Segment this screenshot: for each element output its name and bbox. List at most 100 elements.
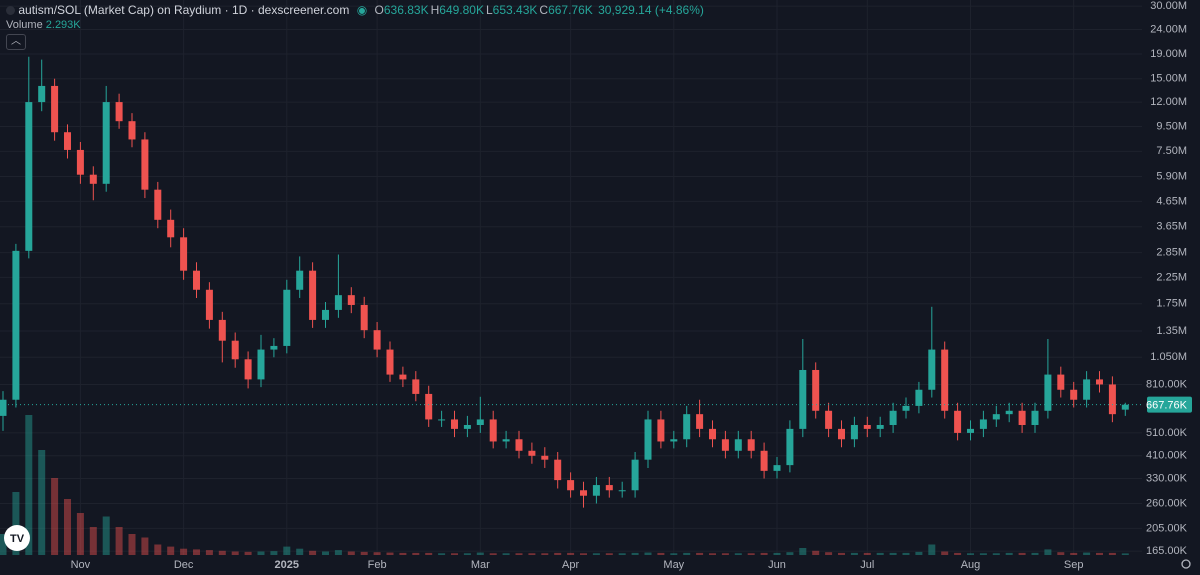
- volume-bar: [218, 550, 226, 555]
- candle-body: [334, 295, 342, 310]
- y-tick-label: 260.00K: [1146, 497, 1188, 509]
- volume-bar: [399, 552, 407, 555]
- volume-bar: [554, 552, 562, 555]
- candle-body: [296, 270, 304, 290]
- volume-bar: [670, 553, 678, 555]
- volume-bar: [747, 553, 755, 555]
- candle-body: [721, 439, 729, 451]
- volume-bar: [889, 552, 897, 555]
- candle-body: [786, 428, 794, 466]
- candle-body: [231, 340, 239, 360]
- candle-body: [709, 428, 716, 440]
- candle-body: [528, 450, 536, 456]
- grid-layer: [0, 0, 1142, 555]
- candle-body: [618, 490, 626, 492]
- candle-body: [863, 425, 871, 429]
- volume-bar: [734, 553, 742, 555]
- volume-bar: [954, 552, 962, 555]
- last-price-box: [1147, 396, 1192, 413]
- candle-body: [64, 132, 71, 150]
- candle-body: [244, 359, 252, 380]
- candle-body: [218, 319, 226, 341]
- volume-bar: [89, 527, 97, 555]
- candle-body: [167, 219, 175, 238]
- candle-body: [657, 419, 665, 442]
- volume-bar: [1096, 552, 1103, 555]
- y-tick-label: 19.00M: [1150, 48, 1187, 60]
- volume-bar: [631, 552, 639, 555]
- candle-body: [502, 439, 510, 442]
- volume-bar: [115, 527, 123, 555]
- candle-body: [205, 289, 213, 320]
- candle-body: [1121, 404, 1129, 410]
- candle-body: [463, 425, 471, 429]
- volume-bar: [425, 552, 433, 555]
- candle-body: [1057, 374, 1065, 390]
- volume-bar: [193, 549, 200, 555]
- volume-bar: [1018, 552, 1026, 555]
- candle-body: [51, 85, 59, 133]
- candle-body: [102, 102, 110, 184]
- candle-body: [412, 379, 420, 394]
- x-tick-label: Jul: [860, 559, 874, 571]
- volume-bar: [51, 478, 59, 555]
- volume-bar: [386, 552, 394, 555]
- x-tick-label: Apr: [562, 559, 579, 571]
- volume-bar: [1005, 552, 1013, 555]
- candle-body: [283, 289, 291, 346]
- settings-icon[interactable]: [1181, 559, 1191, 569]
- svg-text:TV: TV: [10, 533, 25, 545]
- volume-bar: [180, 548, 188, 555]
- volume-bar: [902, 552, 910, 555]
- volume-bar: [1083, 552, 1091, 555]
- candle-body: [554, 459, 562, 481]
- volume-bar: [373, 552, 381, 555]
- candle-layer: [0, 56, 1129, 508]
- candle-body: [1108, 384, 1116, 415]
- volume-bar: [167, 546, 175, 555]
- candle-body: [734, 439, 742, 451]
- volume-bar: [438, 553, 446, 555]
- volume-bar: [1121, 553, 1129, 555]
- candle-body: [760, 450, 768, 471]
- candle-body: [309, 270, 317, 320]
- candle-body: [476, 419, 484, 426]
- volume-bar: [592, 553, 600, 555]
- candle-body: [38, 85, 46, 103]
- candle-body: [489, 419, 497, 442]
- candle-body: [850, 425, 858, 440]
- y-tick-label: 15.00M: [1150, 73, 1187, 85]
- y-tick-label: 510.00K: [1146, 427, 1188, 439]
- volume-bar: [322, 551, 329, 555]
- volume-bar: [154, 544, 162, 555]
- volume-value: 2.293K: [45, 19, 81, 31]
- volume-bar: [309, 550, 317, 555]
- volume-bar: [205, 550, 213, 555]
- volume-bar: [76, 513, 84, 555]
- tv-logo: TV: [4, 525, 30, 551]
- volume-bar: [541, 553, 549, 555]
- candle-body: [928, 349, 936, 390]
- volume-bar: [644, 552, 652, 555]
- y-tick-label: 410.00K: [1146, 450, 1188, 462]
- y-tick-label: 2.25M: [1156, 271, 1187, 283]
- volume-bar: [825, 552, 833, 555]
- y-tick-label: 205.00K: [1146, 522, 1188, 534]
- last-price-label: 667.76K: [1146, 400, 1188, 412]
- y-tick-label: 30.00M: [1150, 0, 1187, 12]
- candle-body: [941, 349, 949, 411]
- collapse-button[interactable]: ︿: [6, 34, 26, 50]
- y-tick-label: 1.35M: [1156, 325, 1187, 337]
- candle-body: [631, 459, 639, 491]
- x-tick-label: Feb: [368, 559, 387, 571]
- candle-body: [180, 237, 188, 271]
- x-tick-label: 2025: [275, 559, 299, 571]
- volume-bar: [721, 553, 729, 555]
- candle-body: [438, 419, 446, 421]
- y-tick-label: 4.65M: [1156, 195, 1187, 207]
- y-tick-label: 1.75M: [1156, 298, 1187, 310]
- candle-body: [25, 102, 33, 251]
- candle-body: [902, 405, 910, 411]
- candle-body: [567, 480, 575, 491]
